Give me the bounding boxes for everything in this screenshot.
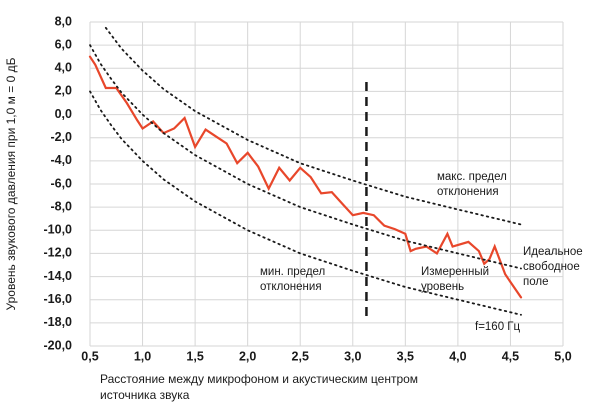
y-tick-label: -8,0 [50,199,72,213]
x-axis-label: источника звука [100,388,190,402]
series-line [89,44,522,270]
series-line [89,90,522,316]
annotation: мин. предел [260,266,325,278]
x-tick-label: 1,0 [134,349,151,363]
y-tick-label: -14,0 [44,269,73,283]
series-line [88,55,523,299]
x-tick-label: 2,0 [239,349,256,363]
annotation: отклонения [437,186,499,198]
annotation: Идеальное [523,246,583,258]
y-tick-label: -4,0 [50,153,72,167]
y-tick-label: 0,0 [55,107,72,121]
x-tick-label: 4,0 [449,349,466,363]
y-tick-label: -6,0 [50,176,72,190]
annotation: макс. предел [437,171,507,183]
y-tick-label: -2,0 [50,130,72,144]
y-tick-label: 6,0 [55,37,72,51]
y-tick-label: 8,0 [55,14,72,28]
annotation: f=160 Гц [475,321,521,333]
y-tick-label: -16,0 [44,292,73,306]
y-tick-label: -12,0 [44,246,73,260]
x-tick-label: 3,0 [344,349,361,363]
x-tick-label: 2,5 [292,349,309,363]
y-tick-label: -18,0 [44,315,73,329]
x-tick-label: 1,5 [186,349,203,363]
y-tick-label: 2,0 [55,84,72,98]
y-tick-label: 4,0 [55,61,72,75]
annotation: свободное [523,261,580,273]
annotation: отклонения [260,281,322,293]
y-tick-label: -10,0 [44,223,73,237]
x-tick-label: 4,5 [502,349,519,363]
x-tick-label: 3,5 [397,349,414,363]
x-tick-label: 5,0 [554,349,571,363]
x-axis-label: Расстояние между микрофоном и акустическ… [100,372,418,386]
x-tick-label: 0,5 [81,349,98,363]
annotation: поле [523,276,548,288]
annotation: Измеренный [421,266,489,278]
y-tick-label: -20,0 [44,338,73,352]
annotation: уровень [421,281,464,293]
y-axis-label: Уровень звукового давления при 1,0 м = 0… [4,57,18,310]
series-line [104,26,522,226]
